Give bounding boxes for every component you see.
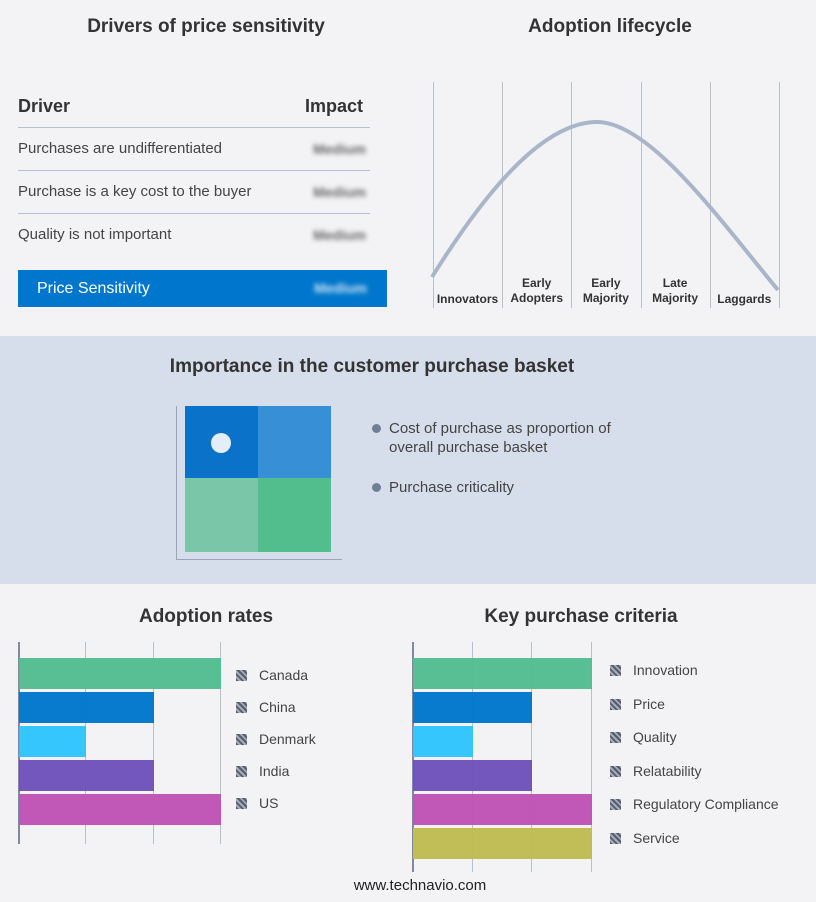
- driver-name: Purchase is a key cost to the buyer: [18, 183, 252, 200]
- stage-divider: [502, 82, 503, 308]
- legend-item: Innovation: [610, 662, 698, 678]
- gridline: [531, 642, 533, 872]
- stage-divider: [641, 82, 642, 308]
- gridline: [471, 642, 473, 872]
- legend-swatch-icon: [610, 799, 621, 811]
- legend-item: US: [236, 795, 278, 811]
- basket-legend-2: Purchase criticality: [372, 479, 514, 496]
- adoption-rates-title: Adoption rates: [138, 606, 274, 627]
- gridline: [220, 642, 221, 844]
- legend-item: Price: [610, 696, 665, 712]
- bar-innovation: [413, 658, 592, 689]
- legend-swatch-icon: [610, 765, 621, 777]
- bullet-icon: [372, 424, 381, 433]
- basket-title: Importance in the customer purchase bask…: [169, 356, 575, 377]
- impact-value: Medium: [313, 227, 366, 243]
- lifecycle-title: Adoption lifecycle: [528, 16, 692, 37]
- stage-label: Late Majority: [652, 276, 699, 305]
- driver-name: Quality is not important: [18, 226, 172, 243]
- bar-denmark: [19, 726, 87, 757]
- summary-impact: Medium: [314, 280, 367, 296]
- legend-swatch-icon: [236, 798, 247, 809]
- summary-label: Price Sensitivity: [37, 280, 150, 297]
- bar-quality: [413, 726, 473, 757]
- legend-item: Quality: [610, 729, 677, 745]
- driver-name: Purchases are undifferentiated: [18, 140, 223, 157]
- footer-url: www.technavio.com: [353, 877, 487, 894]
- stage-label: Early Majority: [582, 276, 629, 305]
- basket-section: [0, 336, 816, 584]
- legend-swatch-icon: [236, 702, 247, 713]
- bar-china: [19, 692, 154, 723]
- bar-service: [413, 828, 592, 859]
- impact-header: Impact: [305, 96, 364, 116]
- stage-divider: [779, 82, 780, 308]
- basket-legend-1: Cost of purchase as proportion of overal…: [372, 419, 632, 457]
- driver-row: Quality is not important Medium: [18, 213, 370, 256]
- bar-canada: [19, 658, 221, 689]
- impact-value: Medium: [313, 141, 366, 157]
- legend-swatch-icon: [236, 734, 247, 745]
- gridline: [591, 642, 592, 872]
- matrix-cell: [258, 406, 331, 478]
- axis-line: [412, 642, 414, 872]
- legend-item: Relatability: [610, 763, 701, 779]
- bar-us: [19, 794, 221, 825]
- matrix-cell: [185, 478, 258, 552]
- bar-india: [19, 760, 154, 791]
- legend-swatch-icon: [610, 698, 621, 710]
- legend-swatch-icon: [610, 665, 621, 676]
- legend-item: China: [236, 699, 296, 715]
- gridline: [152, 642, 154, 844]
- bar-regulatory-compliance: [413, 794, 592, 825]
- legend-swatch-icon: [236, 670, 247, 681]
- impact-value: Medium: [313, 184, 366, 200]
- legend-swatch-icon: [236, 766, 247, 777]
- stage-label: Innovators: [436, 292, 499, 306]
- drivers-title: Drivers of price sensitivity: [87, 16, 325, 37]
- bar-price: [413, 692, 533, 723]
- matrix-cell: [185, 406, 258, 478]
- legend-item: Regulatory Compliance: [610, 796, 779, 812]
- basket-matrix: [176, 406, 342, 560]
- price-sensitivity-summary: Price Sensitivity Medium: [18, 270, 387, 307]
- driver-row: Purchase is a key cost to the buyer Mediu…: [18, 170, 370, 213]
- driver-header: Driver: [18, 96, 71, 116]
- legend-item: Denmark: [236, 731, 316, 747]
- legend-swatch-icon: [610, 732, 621, 744]
- lifecycle-curve: [430, 119, 780, 292]
- stage-divider: [710, 82, 711, 308]
- kpc-title: Key purchase criteria: [484, 606, 678, 627]
- stage-label: Early Adopters: [510, 276, 564, 305]
- driver-row: Purchases are undifferentiated Medium: [18, 127, 370, 170]
- bullet-icon: [372, 483, 381, 492]
- legend-swatch-icon: [610, 833, 621, 844]
- position-marker: [211, 433, 231, 453]
- bar-relatability: [413, 760, 533, 791]
- stage-divider: [433, 82, 434, 308]
- matrix-cell: [258, 478, 331, 552]
- stage-label: Laggards: [717, 292, 772, 306]
- legend-item: India: [236, 763, 289, 779]
- legend-item: Canada: [236, 667, 308, 683]
- stage-divider: [571, 82, 572, 308]
- legend-item: Service: [610, 830, 680, 846]
